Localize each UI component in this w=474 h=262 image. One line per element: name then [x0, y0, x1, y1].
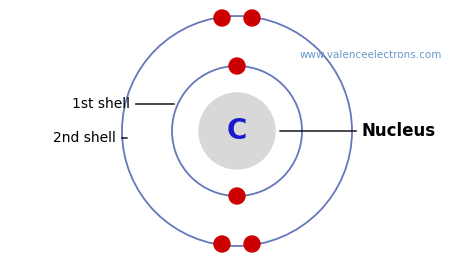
Circle shape: [229, 58, 245, 74]
Circle shape: [214, 10, 230, 26]
Circle shape: [244, 10, 260, 26]
Text: 1st shell: 1st shell: [72, 97, 174, 111]
Text: www.valenceelectrons.com: www.valenceelectrons.com: [300, 50, 442, 60]
Text: 2nd shell: 2nd shell: [53, 131, 127, 145]
Text: Nucleus: Nucleus: [280, 122, 436, 140]
Circle shape: [229, 188, 245, 204]
Circle shape: [214, 236, 230, 252]
Circle shape: [199, 93, 275, 169]
Text: C: C: [227, 117, 247, 145]
Circle shape: [244, 236, 260, 252]
